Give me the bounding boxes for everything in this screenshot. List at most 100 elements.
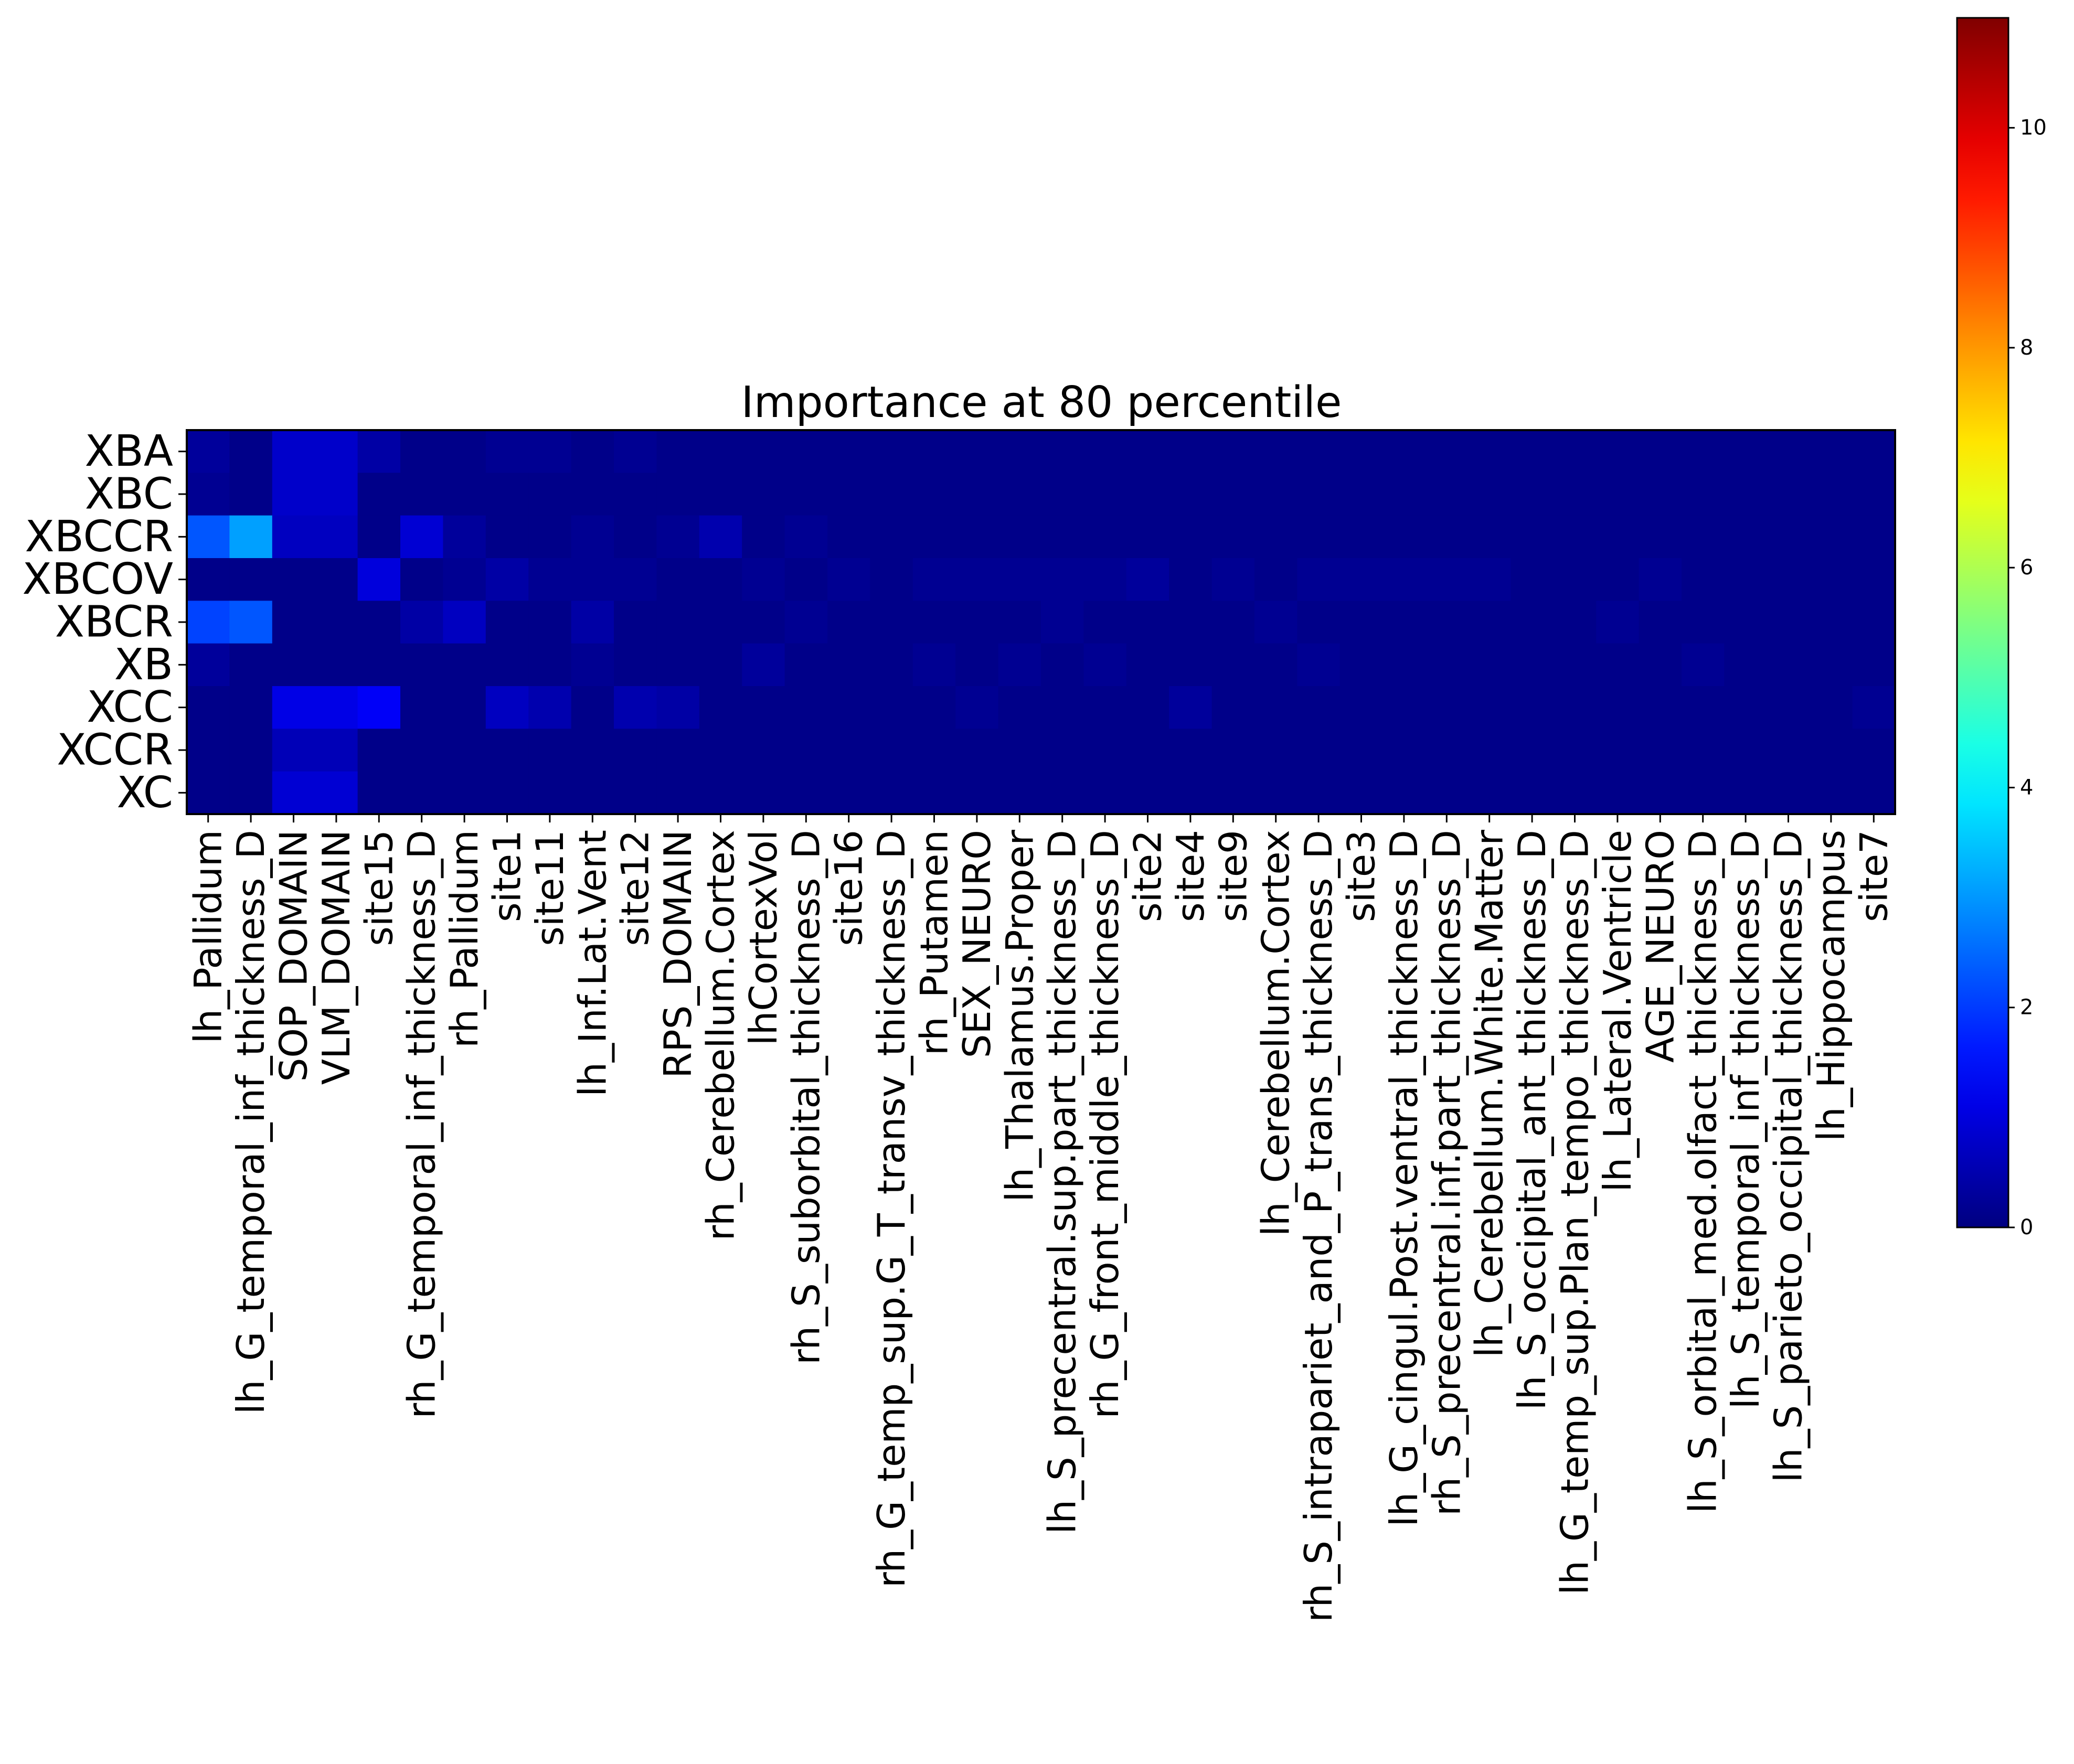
heatmap-cell <box>870 601 913 644</box>
heatmap-cell <box>1041 430 1084 473</box>
heatmap-cell <box>1724 473 1768 516</box>
heatmap-cell <box>656 430 700 473</box>
heatmap-cell <box>699 558 742 601</box>
x-tick-label: lh_G_cingul.Post.ventral_thickness_D <box>1382 830 1426 1526</box>
heatmap-cell <box>571 771 614 815</box>
heatmap-cell <box>443 430 486 473</box>
heatmap-cell <box>955 686 999 729</box>
heatmap-cell <box>955 515 999 559</box>
heatmap-cell <box>1254 515 1297 559</box>
heatmap-cell <box>528 601 572 644</box>
heatmap-cell <box>1468 473 1511 516</box>
heatmap-cell <box>614 515 657 559</box>
heatmap-cell <box>699 643 742 687</box>
heatmap-cell <box>614 771 657 815</box>
heatmap-cell <box>1810 430 1853 473</box>
heatmap-cell <box>955 473 999 516</box>
heatmap-cell <box>528 686 572 729</box>
heatmap-cell <box>229 601 273 644</box>
heatmap-cell <box>315 558 358 601</box>
x-tick-label: rh_Pallidum <box>442 830 486 1048</box>
colorbar-tick-label: 8 <box>2020 336 2033 360</box>
heatmap-cell <box>827 515 870 559</box>
heatmap-cell <box>571 643 614 687</box>
heatmap-cell <box>784 473 828 516</box>
heatmap-cell <box>229 558 273 601</box>
heatmap-cell <box>1553 729 1597 772</box>
heatmap-cell <box>1468 430 1511 473</box>
colorbar-tick-label: 10 <box>2020 116 2047 140</box>
heatmap-cell <box>1126 729 1169 772</box>
heatmap-cell <box>1767 601 1810 644</box>
heatmap-cell <box>912 771 956 815</box>
heatmap-cell <box>827 771 870 815</box>
chart-title: Importance at 80 percentile <box>741 378 1342 427</box>
heatmap-cell <box>827 686 870 729</box>
heatmap-cell <box>1468 643 1511 687</box>
heatmap-cell <box>1852 771 1896 815</box>
heatmap-cell <box>1596 515 1640 559</box>
heatmap-cell <box>1767 686 1810 729</box>
heatmap-cell <box>998 473 1041 516</box>
heatmap-cell <box>1083 771 1127 815</box>
heatmap-cell <box>1041 601 1084 644</box>
x-tick-label: site15 <box>357 830 401 946</box>
heatmap-cell <box>1211 729 1255 772</box>
heatmap-cell <box>870 515 913 559</box>
heatmap-cell <box>571 558 614 601</box>
heatmap-cell <box>571 686 614 729</box>
heatmap-cell <box>1425 558 1469 601</box>
x-tick-label: SEX_NEURO <box>955 830 999 1058</box>
heatmap-cell <box>272 686 315 729</box>
heatmap-cell <box>187 515 230 559</box>
heatmap-cell <box>1169 771 1213 815</box>
heatmap-cell <box>699 473 742 516</box>
heatmap-cell <box>1852 430 1896 473</box>
heatmap-cell <box>742 515 785 559</box>
heatmap-cell <box>1254 643 1297 687</box>
heatmap-cell <box>1682 686 1725 729</box>
heatmap-cell <box>998 771 1041 815</box>
x-tick-label: lh_S_precentral.sup.part_thickness_D <box>1040 830 1084 1534</box>
y-tick-label: XBCOV <box>23 554 173 604</box>
heatmap-cell <box>485 430 529 473</box>
heatmap-cell <box>1852 601 1896 644</box>
heatmap-cell <box>1211 558 1255 601</box>
heatmap-cell <box>1596 430 1640 473</box>
heatmap-cell <box>1297 430 1341 473</box>
heatmap-cell <box>1126 558 1169 601</box>
heatmap-cell <box>1852 558 1896 601</box>
y-tick-label: XBCCR <box>25 512 173 562</box>
heatmap-cell <box>955 558 999 601</box>
heatmap-cell <box>1425 601 1469 644</box>
heatmap-cell <box>614 601 657 644</box>
x-tick-label: lh_Lateral.Ventricle <box>1596 830 1640 1192</box>
heatmap-cell <box>912 686 956 729</box>
heatmap-cell <box>1297 686 1341 729</box>
heatmap-cell <box>528 771 572 815</box>
heatmap-cell <box>1852 473 1896 516</box>
heatmap-cell <box>955 643 999 687</box>
heatmap-cell <box>1211 686 1255 729</box>
heatmap-cell <box>614 558 657 601</box>
heatmap-cell <box>400 729 443 772</box>
heatmap-cell <box>1639 558 1682 601</box>
x-tick-label: rh_S_suborbital_thickness_D <box>784 830 828 1365</box>
x-tick-label: lh_Hippocampus <box>1809 830 1853 1141</box>
x-tick-label: lh_S_occipital_ant_thickness_D <box>1510 830 1554 1410</box>
heatmap-cell <box>187 643 230 687</box>
heatmap-cell <box>272 558 315 601</box>
heatmap-cell <box>1767 558 1810 601</box>
heatmap-cell <box>656 643 700 687</box>
heatmap-cell <box>272 601 315 644</box>
heatmap-cell <box>1468 515 1511 559</box>
heatmap-cell <box>1852 686 1896 729</box>
heatmap-cell <box>400 771 443 815</box>
heatmap-cell <box>229 643 273 687</box>
heatmap-cell <box>1297 771 1341 815</box>
x-tick-label: rh_Putamen <box>912 830 956 1055</box>
heatmap-cell <box>656 515 700 559</box>
heatmap-cell <box>1682 729 1725 772</box>
heatmap-cell <box>912 729 956 772</box>
heatmap-cell <box>1339 558 1383 601</box>
